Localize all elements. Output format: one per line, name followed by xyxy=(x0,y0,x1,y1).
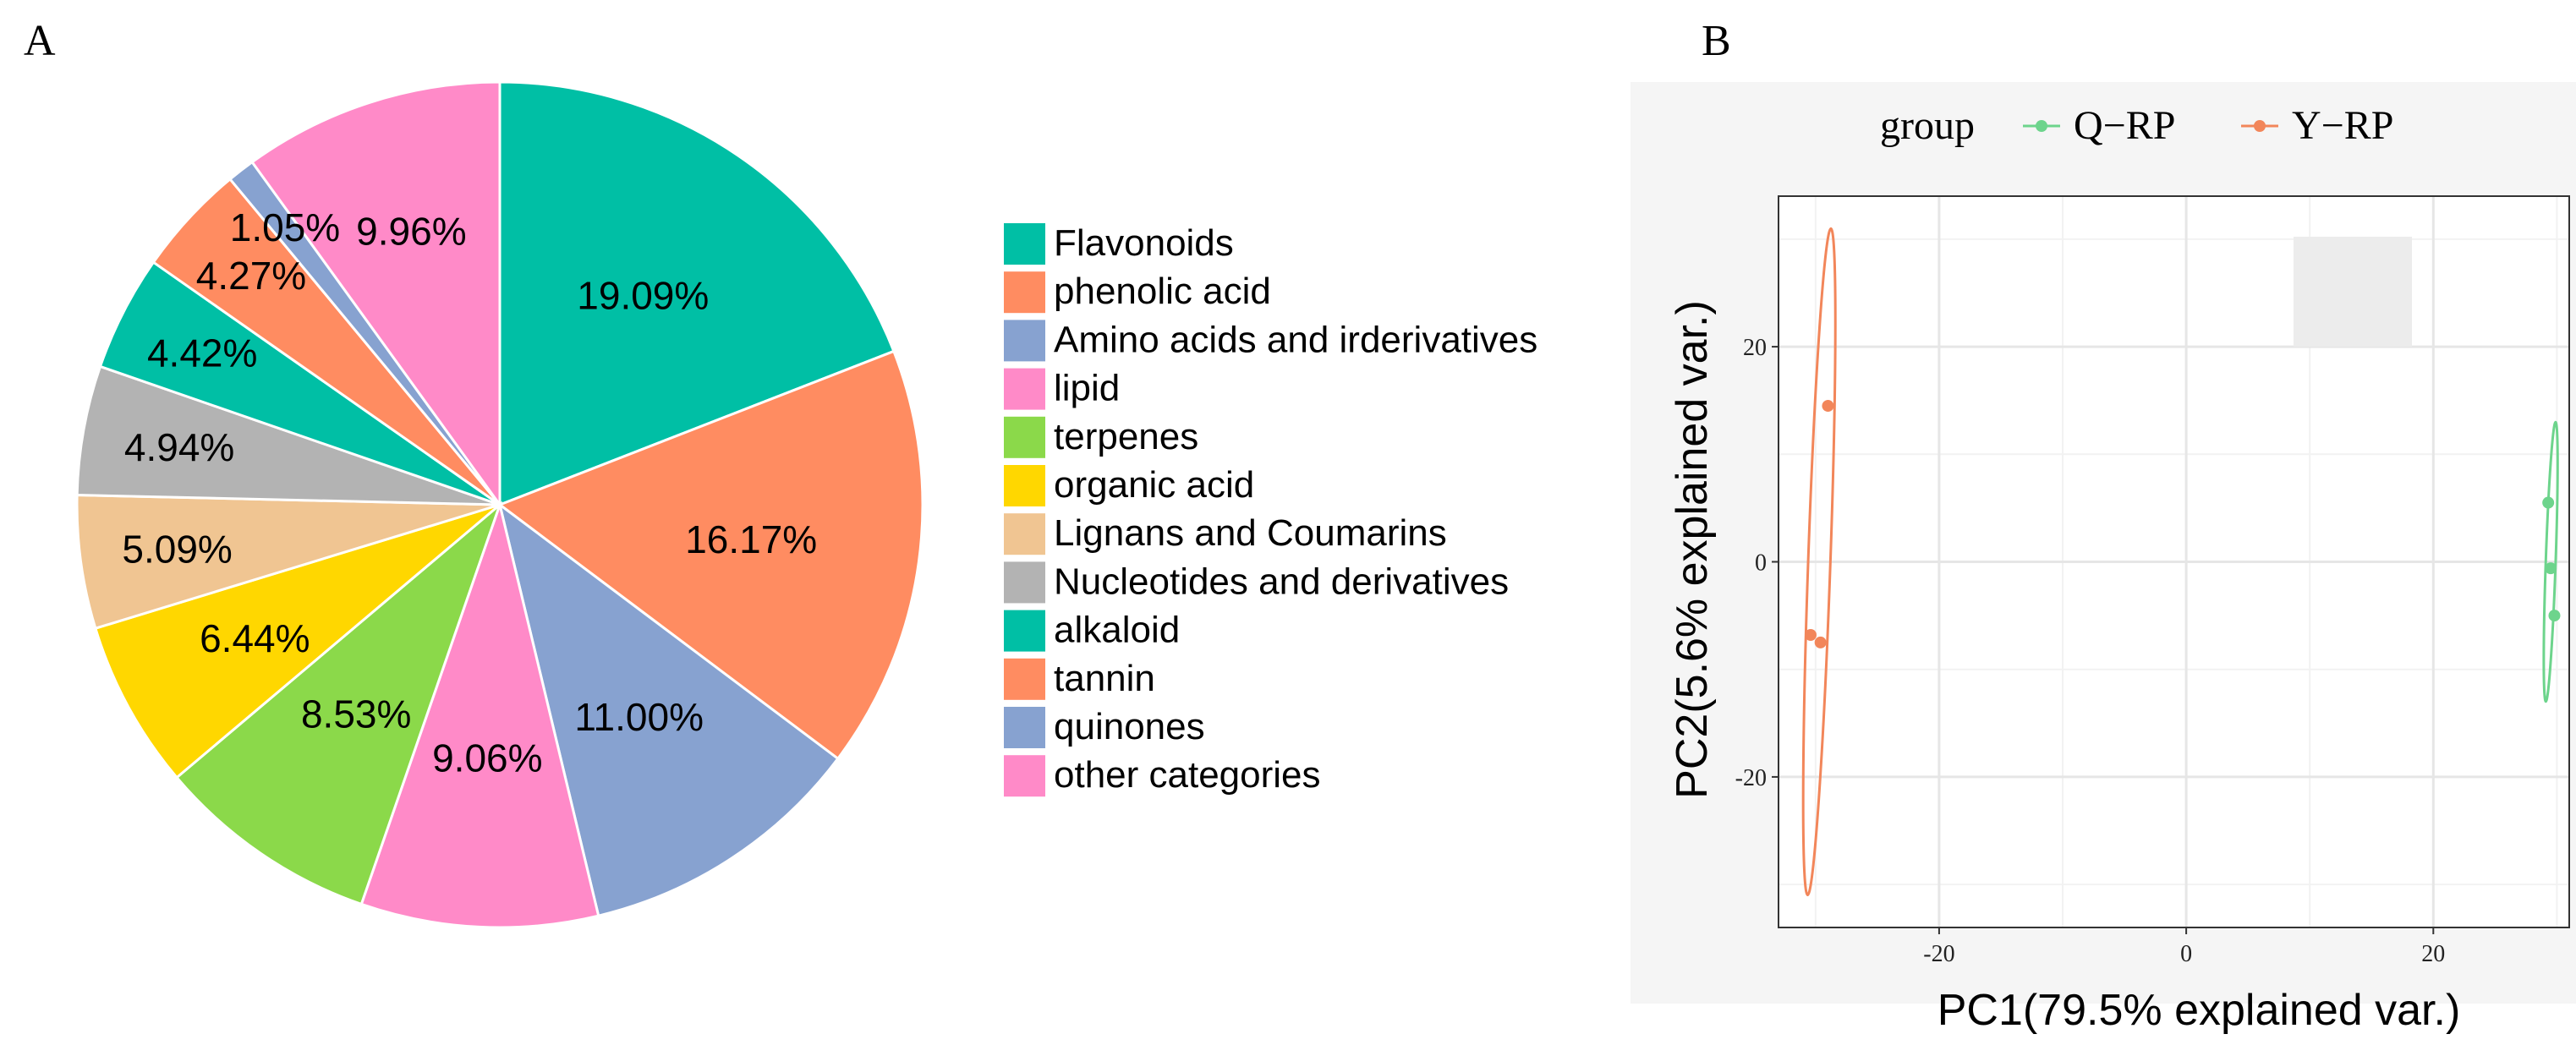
x-tick-label: -20 xyxy=(1923,941,1954,967)
legend-label-amino-acids-and-irderivatives: Amino acids and irderivatives xyxy=(1054,319,1537,360)
pie-label-quinones: 1.05% xyxy=(230,205,340,249)
pie-legend: Flavonoids phenolic acid Amino acids and i… xyxy=(1004,222,1537,797)
point-q-rp xyxy=(2545,562,2557,575)
legend-label-lignans-and-coumarins: Lignans and Coumarins xyxy=(1054,512,1447,554)
legend-label-quinones: quinones xyxy=(1054,706,1205,747)
legend-title: group xyxy=(1880,103,1975,148)
pca-ellipses xyxy=(1801,227,2559,897)
pie-label-other-categories: 9.96% xyxy=(356,210,466,254)
pca-shaded-patch xyxy=(2294,237,2412,347)
point-y-rp xyxy=(1804,629,1817,641)
pie-label-nucleotides-and-derivatives: 4.94% xyxy=(124,425,234,469)
legend-swatch-flavonoids xyxy=(1004,223,1045,265)
legend-swatch-amino-acids-and-irderivatives xyxy=(1004,320,1045,362)
legend-label-tannin: tannin xyxy=(1054,658,1155,699)
pie-slice-phenolic-acid xyxy=(496,349,924,761)
pie-percent-labels: 19.09% 16.17% 11.00% 9.06% 8.53% 6.44% 5.09% 4.… xyxy=(122,205,817,780)
legend-label-organic-acid: organic acid xyxy=(1054,464,1254,506)
pie-label-phenolic-acid: 16.17% xyxy=(685,517,817,561)
pie-label-lignans-and-coumarins: 5.09% xyxy=(122,528,232,572)
pie-slice-nucleotides-and-derivatives xyxy=(75,364,501,506)
legend-dot-y-rp xyxy=(2254,120,2266,132)
pie-label-flavonoids: 19.09% xyxy=(577,273,709,317)
pie-slice-lipid xyxy=(359,500,600,929)
legend-label-flavonoids: Flavonoids xyxy=(1054,222,1234,264)
panel-a-label: A xyxy=(24,17,56,65)
pca-gridlines xyxy=(1779,196,2569,927)
pca-panel-border xyxy=(1778,195,2570,928)
legend-label-q-rp: Q−RP xyxy=(2074,103,2175,148)
legend-swatch-tannin xyxy=(1004,658,1045,700)
pie-slice-flavonoids xyxy=(498,80,896,507)
legend-label-nucleotides-and-derivatives: Nucleotides and derivatives xyxy=(1054,561,1509,602)
x-tick-label: 0 xyxy=(2180,941,2192,967)
pie-slice-terpenes xyxy=(174,501,503,906)
pie-label-alkaloid: 4.42% xyxy=(147,331,257,375)
pca-legend: group Q−RP Y−RP xyxy=(1880,103,2393,148)
legend-label-lipid: lipid xyxy=(1054,368,1120,409)
pie-label-amino-acids-and-irderivatives: 11.00% xyxy=(574,695,704,739)
legend-swatch-lipid xyxy=(1004,368,1045,410)
legend-label-alkaloid: alkaloid xyxy=(1054,610,1180,651)
point-q-rp xyxy=(2548,610,2561,622)
legend-label-y-rp: Y−RP xyxy=(2292,103,2393,148)
panel-b-label: B xyxy=(1702,17,1731,65)
legend-swatch-lignans-and-coumarins xyxy=(1004,513,1045,555)
ellipse-q-rp xyxy=(2542,420,2559,703)
pie-label-tannin: 4.27% xyxy=(196,254,306,298)
legend-swatch-other-categories xyxy=(1004,755,1045,797)
ellipse-y-rp xyxy=(1801,227,1837,897)
point-y-rp xyxy=(1822,400,1834,413)
pca-x-axis-title: PC1(79.5% explained var.) xyxy=(1937,986,2461,1035)
legend-label-phenolic-acid: phenolic acid xyxy=(1054,271,1271,312)
legend-swatch-phenolic-acid xyxy=(1004,271,1045,314)
legend-swatch-terpenes xyxy=(1004,416,1045,458)
legend-label-other-categories: other categories xyxy=(1054,754,1321,796)
legend-label-terpenes: terpenes xyxy=(1054,416,1198,457)
pie-slice-lignans-and-coumarins xyxy=(75,494,501,631)
pie-slice-amino-acids-and-irderivatives xyxy=(497,501,840,917)
pie-chart xyxy=(75,80,924,929)
legend-swatch-quinones xyxy=(1004,707,1045,748)
y-tick-label: -20 xyxy=(1735,765,1767,791)
y-tick-label: 20 xyxy=(1743,335,1767,361)
x-tick-label: 20 xyxy=(2421,941,2445,967)
legend-swatch-alkaloid xyxy=(1004,610,1045,652)
y-tick-label: 0 xyxy=(1755,550,1767,577)
legend-dot-q-rp xyxy=(2036,120,2047,132)
pca-y-axis-title: PC2(5.6% explained var.) xyxy=(1668,300,1717,799)
pie-slice-other-categories xyxy=(250,80,501,509)
legend-swatch-organic-acid xyxy=(1004,465,1045,506)
legend-swatch-nucleotides-and-derivatives xyxy=(1004,561,1045,604)
pie-slice-organic-acid xyxy=(93,503,501,780)
pie-label-organic-acid: 6.44% xyxy=(200,616,310,660)
pie-label-terpenes: 8.53% xyxy=(301,692,411,736)
pca-points xyxy=(1804,400,2561,648)
pie-label-lipid: 9.06% xyxy=(432,736,542,780)
point-y-rp xyxy=(1814,636,1827,648)
pca-legend-items: Q−RP Y−RP xyxy=(2023,103,2393,148)
pca-ticks: -20 0 20 20 0 -20 xyxy=(1735,335,2446,967)
point-q-rp xyxy=(2542,496,2555,509)
